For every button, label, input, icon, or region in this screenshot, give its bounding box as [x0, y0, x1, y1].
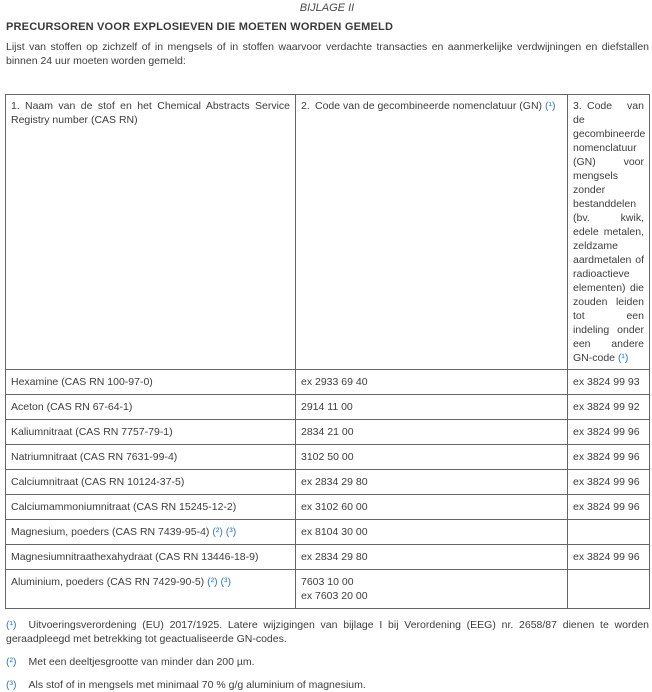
footnote-1-text: Uitvoeringsverordening (EU) 2017/1925. L… — [6, 619, 649, 645]
cn-code-mixtures-cell — [567, 519, 650, 545]
cn-code-mixtures-cell: ex 3824 99 96 — [567, 469, 650, 495]
substance-name-cell: Aluminium, poeders (CAS RN 7429-90-5) (²… — [5, 569, 296, 609]
substance-name-cell: Aceton (CAS RN 67-64-1) — [5, 394, 296, 420]
table-row-aluminium-poeders: Aluminium, poeders (CAS RN 7429-90-5) (²… — [5, 569, 650, 609]
table-row-calciumammoniumnitraat: Calciumammoniumnitraat (CAS RN 15245-12-… — [5, 494, 650, 520]
substance-name: Hexamine (CAS RN 100-97-0) — [11, 376, 153, 388]
cn-code-cell: ex 2834 29 80 — [295, 469, 568, 495]
cn-code-cell: 3102 50 00 — [295, 444, 568, 470]
col-header-cn-code-mixtures: 3. Code van de gecombineerde nomenclatuu… — [567, 94, 650, 370]
intro-paragraph: Lijst van stoffen op zichzelf of in meng… — [6, 41, 649, 67]
footnote-ref-1-link[interactable]: (¹) — [617, 352, 629, 364]
col-header-substance-name: 1. Naam van de stof en het Chemical Abst… — [5, 94, 296, 370]
footnote-2: (²) Met een deeltjesgrootte van minder da… — [6, 655, 649, 669]
substance-name: Aceton (CAS RN 67-64-1) — [11, 401, 133, 413]
cn-code-line-1: 7603 10 00 — [301, 576, 354, 588]
substance-name-cell: Magnesium, poeders (CAS RN 7439-95-4) (²… — [5, 519, 296, 545]
cn-code-cell: ex 2933 69 40 — [295, 369, 568, 395]
table-row-hexamine: Hexamine (CAS RN 100-97-0) ex 2933 69 40… — [5, 369, 650, 395]
col-header-cn-code-text: 2. Code van de gecombineerde nomenclatuu… — [301, 100, 543, 112]
col-header-cn-code-mixtures-text: 3. Code van de gecombineerde nomenclatuu… — [573, 100, 646, 364]
cn-code-cell: ex 8104 30 00 — [295, 519, 568, 545]
substance-name: Natriumnitraat (CAS RN 7631-99-4) — [11, 451, 178, 463]
footnote-1: (¹) Uitvoeringsverordening (EU) 2017/1925… — [6, 618, 649, 646]
table-row-calciumnitraat: Calciumnitraat (CAS RN 10124-37-5) ex 28… — [5, 469, 650, 495]
cn-code-line-2: ex 7603 20 00 — [301, 590, 368, 602]
substance-name: Kaliumnitraat (CAS RN 7757-79-1) — [11, 426, 173, 438]
cn-code-cell: 7603 10 00 ex 7603 20 00 — [295, 569, 568, 609]
col-header-cn-code: 2. Code van de gecombineerde nomenclatuu… — [295, 94, 568, 370]
footnote-ref-2-3-link[interactable]: (²) (³) — [212, 526, 237, 538]
substance-name-cell: Hexamine (CAS RN 100-97-0) — [5, 369, 296, 395]
cn-code-cell: ex 2834 29 80 — [295, 544, 568, 570]
cn-code-cell: 2834 21 00 — [295, 419, 568, 445]
cn-code-cell: ex 3102 60 00 — [295, 494, 568, 520]
table-row-magnesiumnitraathexahydraat: Magnesiumnitraathexahydraat (CAS RN 1344… — [5, 544, 650, 570]
substance-name-cell: Magnesiumnitraathexahydraat (CAS RN 1344… — [5, 544, 296, 570]
cn-code-mixtures-cell: ex 3824 99 96 — [567, 494, 650, 520]
col-header-substance-name-text: 1. Naam van de stof en het Chemical Abst… — [11, 100, 290, 126]
table-header-row: 1. Naam van de stof en het Chemical Abst… — [5, 94, 650, 370]
footnote-3-text: Als stof of in mengsels met minimaal 70 … — [28, 679, 366, 691]
footnote-3: (³) Als stof of in mengsels met minimaal … — [6, 678, 649, 692]
substance-name: Calciumammoniumnitraat (CAS RN 15245-12-… — [11, 501, 237, 513]
annex-label: BIJLAGE II — [299, 2, 355, 14]
footnote-2-marker[interactable]: (²) — [6, 656, 17, 668]
footnote-2-text: Met een deeltjesgrootte van minder dan 2… — [28, 656, 255, 668]
cn-code-mixtures-cell: ex 3824 99 93 — [567, 369, 650, 395]
substance-name: Magnesium, poeders (CAS RN 7439-95-4) — [11, 526, 210, 538]
cn-code-mixtures-cell: ex 3824 99 96 — [567, 419, 650, 445]
substance-name-cell: Calciumnitraat (CAS RN 10124-37-5) — [5, 469, 296, 495]
substance-name-cell: Calciumammoniumnitraat (CAS RN 15245-12-… — [5, 494, 296, 520]
footnote-3-marker[interactable]: (³) — [6, 679, 17, 691]
cn-code-cell: 2914 11 00 — [295, 394, 568, 420]
footnote-ref-1-link[interactable]: (¹) — [544, 100, 556, 112]
substance-name: Calciumnitraat (CAS RN 10124-37-5) — [11, 476, 185, 488]
substance-name-cell: Natriumnitraat (CAS RN 7631-99-4) — [5, 444, 296, 470]
cn-code-mixtures-cell: ex 3824 99 92 — [567, 394, 650, 420]
substance-name-cell: Kaliumnitraat (CAS RN 7757-79-1) — [5, 419, 296, 445]
cn-code-mixtures-cell: ex 3824 99 96 — [567, 444, 650, 470]
table-row-magnesium-poeders: Magnesium, poeders (CAS RN 7439-95-4) (²… — [5, 519, 650, 545]
table-row-kaliumnitraat: Kaliumnitraat (CAS RN 7757-79-1) 2834 21… — [5, 419, 650, 445]
substance-name: Magnesiumnitraathexahydraat (CAS RN 1344… — [11, 551, 259, 563]
table-row-natriumnitraat: Natriumnitraat (CAS RN 7631-99-4) 3102 5… — [5, 444, 650, 470]
cn-code-mixtures-cell — [567, 569, 650, 609]
table-row-aceton: Aceton (CAS RN 67-64-1) 2914 11 00 ex 38… — [5, 394, 650, 420]
precursors-table: 1. Naam van de stof en het Chemical Abst… — [5, 94, 650, 609]
footnote-ref-2-3-link[interactable]: (²) (³) — [207, 576, 231, 588]
page-title: PRECURSOREN VOOR EXPLOSIEVEN DIE MOETEN … — [6, 21, 394, 33]
cn-code-mixtures-cell: ex 3824 99 96 — [567, 544, 650, 570]
substance-name: Aluminium, poeders (CAS RN 7429-90-5) — [11, 576, 205, 588]
footnote-1-marker[interactable]: (¹) — [6, 619, 17, 631]
